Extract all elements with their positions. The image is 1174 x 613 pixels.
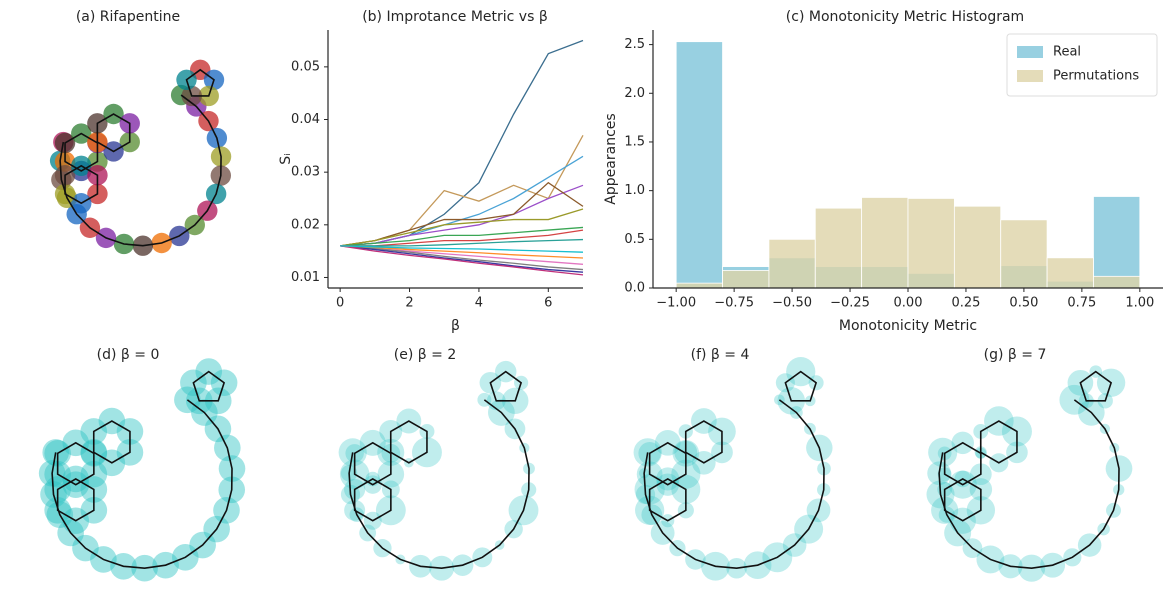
legend-label: Real bbox=[1053, 45, 1081, 60]
bond bbox=[353, 478, 392, 522]
y-tick-label: 0.05 bbox=[291, 59, 320, 74]
y-tick-label: 0.0 bbox=[624, 281, 645, 296]
bond bbox=[979, 420, 1018, 464]
x-tick-label: 0.50 bbox=[1009, 296, 1038, 311]
line-series bbox=[340, 245, 584, 253]
x-tick-label: 0.25 bbox=[951, 296, 980, 311]
bond bbox=[489, 370, 523, 402]
panel-title: (c) Monotonicity Metric Histogram bbox=[786, 9, 1024, 25]
hist-bar bbox=[953, 205, 1002, 289]
panel-title: (a) Rifapentine bbox=[76, 9, 180, 25]
molecule bbox=[338, 360, 539, 581]
y-tick-label: 0.03 bbox=[291, 165, 320, 180]
bond bbox=[643, 399, 825, 570]
line-series bbox=[340, 245, 584, 276]
bond bbox=[943, 478, 982, 522]
line-series bbox=[340, 134, 584, 247]
bond bbox=[59, 94, 222, 247]
hist-bar bbox=[722, 270, 770, 289]
y-tick-label: 0.02 bbox=[291, 217, 320, 232]
panel-title: (d) β = 0 bbox=[97, 347, 160, 363]
x-tick-label: 1.00 bbox=[1125, 296, 1154, 311]
x-tick-label: −0.50 bbox=[772, 296, 812, 311]
y-tick-label: 0.04 bbox=[291, 112, 320, 127]
hist-bar bbox=[675, 282, 723, 289]
bond bbox=[389, 420, 428, 464]
hist-bar bbox=[861, 197, 909, 289]
x-axis-label: Monotonicity Metric bbox=[839, 318, 977, 334]
x-tick-label: 6 bbox=[544, 296, 552, 311]
legend-box bbox=[1006, 33, 1158, 97]
x-tick-label: 0 bbox=[336, 296, 344, 311]
line-series bbox=[340, 155, 584, 247]
bond bbox=[684, 420, 723, 464]
line-series bbox=[340, 245, 584, 259]
hist-bar bbox=[768, 238, 816, 289]
x-tick-label: −0.25 bbox=[830, 296, 870, 311]
legend-swatch bbox=[1017, 46, 1043, 58]
x-tick-label: −1.00 bbox=[656, 296, 696, 311]
hist-bar bbox=[814, 207, 863, 289]
bond bbox=[92, 420, 131, 464]
y-tick-label: 0.01 bbox=[291, 270, 320, 285]
x-axis-label: β bbox=[451, 318, 460, 334]
x-tick-label: 0.75 bbox=[1067, 296, 1096, 311]
atom-highlight bbox=[633, 438, 662, 467]
molecule bbox=[38, 358, 246, 582]
bond bbox=[96, 113, 131, 153]
bond bbox=[938, 399, 1120, 570]
line-series bbox=[340, 181, 584, 247]
bond bbox=[51, 399, 233, 570]
y-tick-label: 0.5 bbox=[624, 232, 645, 247]
hist-bar bbox=[1093, 196, 1141, 289]
bond bbox=[648, 478, 687, 522]
x-tick-label: 0.00 bbox=[894, 296, 923, 311]
line-series bbox=[340, 208, 584, 247]
bond bbox=[784, 370, 818, 402]
panel-title: (e) β = 2 bbox=[394, 347, 456, 363]
line-series bbox=[340, 245, 584, 273]
line-series bbox=[340, 39, 584, 247]
hist-bar bbox=[1093, 275, 1141, 289]
x-tick-label: 4 bbox=[475, 296, 483, 311]
y-tick-label: 1.0 bbox=[624, 183, 645, 198]
x-tick-label: 2 bbox=[405, 296, 413, 311]
bond bbox=[192, 370, 226, 402]
y-tick-label: 2.5 bbox=[624, 37, 645, 52]
y-tick-label: 1.5 bbox=[624, 134, 645, 149]
bond bbox=[185, 68, 215, 97]
panel-title: (g) β = 7 bbox=[984, 347, 1047, 363]
y-axis-label: Appearances bbox=[603, 113, 619, 204]
bond bbox=[1079, 370, 1113, 402]
legend-label: Permutations bbox=[1053, 69, 1139, 84]
molecule bbox=[633, 356, 833, 581]
x-tick-label: −0.75 bbox=[714, 296, 754, 311]
hist-bar bbox=[1046, 257, 1094, 289]
panel-title: (b) Improtance Metric vs β bbox=[362, 9, 548, 25]
panel-title: (f) β = 4 bbox=[691, 347, 750, 363]
line-series bbox=[340, 238, 584, 247]
hist-bar bbox=[1000, 219, 1048, 289]
bond bbox=[348, 399, 530, 570]
hist-bar bbox=[675, 41, 723, 289]
molecule bbox=[49, 59, 232, 256]
legend-swatch bbox=[1017, 70, 1043, 82]
molecule bbox=[926, 365, 1133, 582]
y-tick-label: 2.0 bbox=[624, 86, 645, 101]
bond bbox=[56, 478, 95, 522]
line-series bbox=[340, 226, 584, 247]
y-axis-label: Sᵢ bbox=[278, 153, 294, 164]
line-series bbox=[340, 245, 584, 271]
line-series bbox=[340, 184, 584, 247]
bond bbox=[64, 164, 99, 205]
hist-bar bbox=[907, 198, 955, 289]
